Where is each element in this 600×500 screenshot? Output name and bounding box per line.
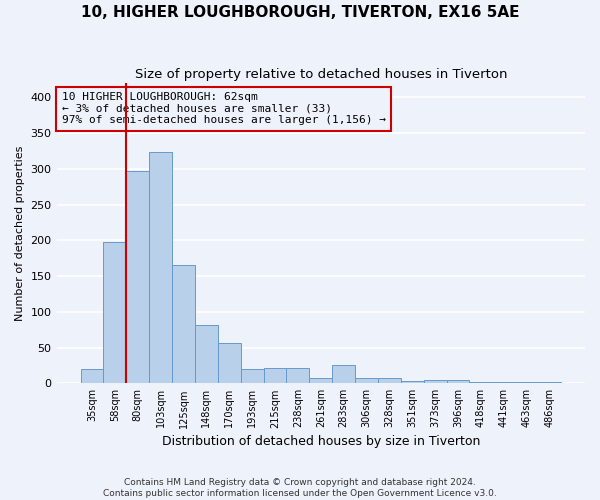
Title: Size of property relative to detached houses in Tiverton: Size of property relative to detached ho…: [134, 68, 507, 80]
Text: Contains HM Land Registry data © Crown copyright and database right 2024.
Contai: Contains HM Land Registry data © Crown c…: [103, 478, 497, 498]
Text: 10, HIGHER LOUGHBOROUGH, TIVERTON, EX16 5AE: 10, HIGHER LOUGHBOROUGH, TIVERTON, EX16 …: [81, 5, 519, 20]
Bar: [401, 381, 424, 384]
Bar: [378, 378, 401, 384]
Bar: [538, 382, 561, 384]
Bar: [195, 324, 218, 384]
Bar: [446, 380, 469, 384]
Bar: [263, 368, 286, 384]
Bar: [515, 382, 538, 384]
Y-axis label: Number of detached properties: Number of detached properties: [15, 146, 25, 321]
Bar: [127, 171, 149, 384]
Bar: [172, 266, 195, 384]
Bar: [355, 378, 378, 384]
Bar: [424, 380, 446, 384]
X-axis label: Distribution of detached houses by size in Tiverton: Distribution of detached houses by size …: [161, 434, 480, 448]
Bar: [332, 366, 355, 384]
Bar: [493, 382, 515, 384]
Bar: [310, 378, 332, 384]
Bar: [80, 369, 103, 384]
Bar: [286, 368, 310, 384]
Bar: [218, 342, 241, 384]
Bar: [469, 382, 493, 384]
Text: 10 HIGHER LOUGHBOROUGH: 62sqm
← 3% of detached houses are smaller (33)
97% of se: 10 HIGHER LOUGHBOROUGH: 62sqm ← 3% of de…: [62, 92, 386, 126]
Bar: [149, 152, 172, 384]
Bar: [103, 242, 127, 384]
Bar: [241, 369, 263, 384]
